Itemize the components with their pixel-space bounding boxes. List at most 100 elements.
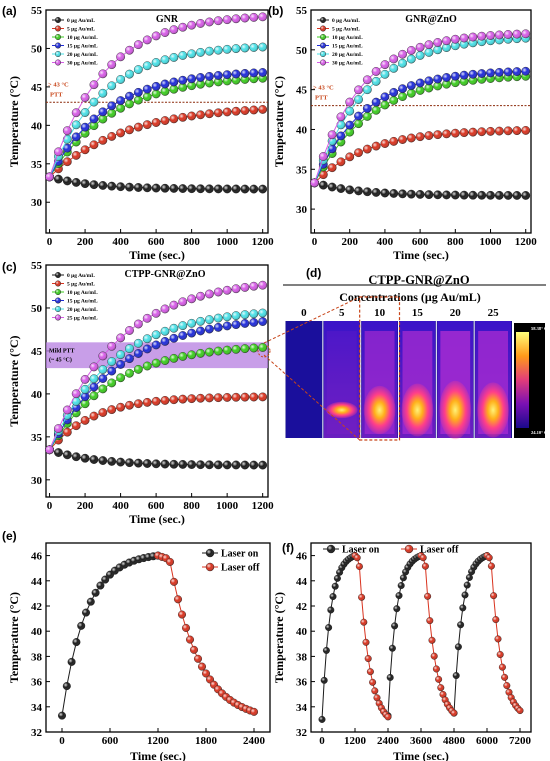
y-tick-label: 50 [31,303,43,315]
data-point-shade [160,87,170,96]
x-tick-label: 600 [102,735,119,747]
data-point-shade [468,76,478,85]
data-point-shade [363,187,372,196]
data-point-shade [187,319,196,328]
data-point-shade [424,76,434,86]
data-point-shade [486,127,495,136]
data-point-shade [433,81,442,91]
data-point-shade [362,639,370,646]
panel-b: 0 200 400 600 800 1000 1200 30 35 40 45 50 55 Time (s… [268,4,537,262]
data-point-shade [486,31,495,40]
data-point-shade [71,452,81,461]
hot-spot [325,401,358,419]
data-point-shade [107,342,116,351]
data-point-shade [89,362,99,372]
data-point-shade [89,80,99,89]
data-point-shade [452,672,460,679]
data-point-shade [116,333,125,343]
data-point-shade [240,75,250,84]
legend-label: 10 μg Au/mL [67,290,98,296]
data-point-shade [319,170,328,179]
y-tick-label: 45 [31,346,43,358]
y-tick-label: 55 [31,260,43,272]
data-point-shade [373,694,381,702]
data-point-shade [174,595,182,604]
data-point-shade [477,69,486,78]
data-point-shade [463,581,471,589]
data-point-shade [490,592,497,599]
data-point-shade [160,396,170,405]
data-point-shade [178,297,187,306]
x-tick-label: 2400 [243,735,266,747]
data-point-shade [258,308,267,318]
data-point-shade [186,635,194,644]
data-point-shade [98,181,108,190]
data-point-shade [116,52,125,62]
data-point-shade [80,416,90,425]
data-point-shade [169,184,179,193]
data-point-shade [125,125,134,135]
data-point-shade [334,575,341,582]
data-point-shade [125,91,134,101]
data-point-shade [319,180,328,190]
data-point-shade [369,678,376,686]
data-point-shade [457,621,464,629]
series-4 [310,33,531,188]
data-point-shade [451,190,460,200]
data-point-shade [160,337,170,346]
data-point-shade [178,610,186,619]
data-point-shade [516,707,524,714]
legend-label: 5 μg Au/mL [332,27,360,33]
data-point-shade [187,111,196,121]
data-point-shade [231,75,241,85]
data-point-shade [397,582,405,589]
data-point-shade [205,289,214,299]
data-point-shade [327,545,335,553]
data-point-shade [433,130,442,139]
data-point-shade [318,716,326,723]
hot-spot [363,385,396,435]
y-axis-label: Temperature (°C) [272,76,286,167]
data-point-shade [89,140,99,149]
data-point-shade [169,77,179,87]
y-tick-label: 32 [31,727,43,739]
data-point-shade [249,68,258,78]
panel-label: (e) [2,529,17,543]
data-point-shade [249,13,258,22]
data-point-shade [240,392,250,402]
data-point-shade [358,593,365,601]
data-point-shade [503,682,511,689]
panel-c: 0 200 400 600 800 1000 1200 30 35 40 45 50 55 Time (s… [2,260,274,526]
data-point-shade [134,399,143,408]
data-point-shade [89,114,99,124]
data-point-shade [258,42,267,52]
y-tick-label: 40 [31,389,43,401]
data-point-shade [80,392,90,401]
concentration-label: 20 [450,307,462,319]
data-point-shade [249,318,258,327]
data-point-shade [415,86,425,95]
data-point-shade [320,42,326,49]
data-point-shade [169,354,179,363]
y-tick-label: 40 [296,626,308,638]
legend-label: 0 μg Au/mL [67,18,95,24]
hot-spot [401,383,434,437]
data-point-shade [222,184,232,194]
data-point-shade [54,147,63,157]
data-point-shade [345,127,354,137]
x-tick-label: 1200 [147,735,170,747]
data-point-shade [503,191,513,200]
data-point-shade [107,378,116,388]
data-point-shade [380,92,390,102]
x-tick-label: 1800 [195,735,218,747]
data-point-shade [196,317,205,326]
data-point-shade [89,374,99,383]
data-point-shade [466,574,473,581]
data-point-shade [415,190,425,199]
x-tick-label: 600 [148,236,165,248]
data-point-shade [151,183,161,193]
panel-f: 0 1200 2400 3600 4800 6000 7200 32 34 36 38 40 42 44 4… [272,541,532,761]
data-point-shade [55,297,61,304]
data-point-shade [222,321,232,331]
data-point-shade [240,106,250,115]
